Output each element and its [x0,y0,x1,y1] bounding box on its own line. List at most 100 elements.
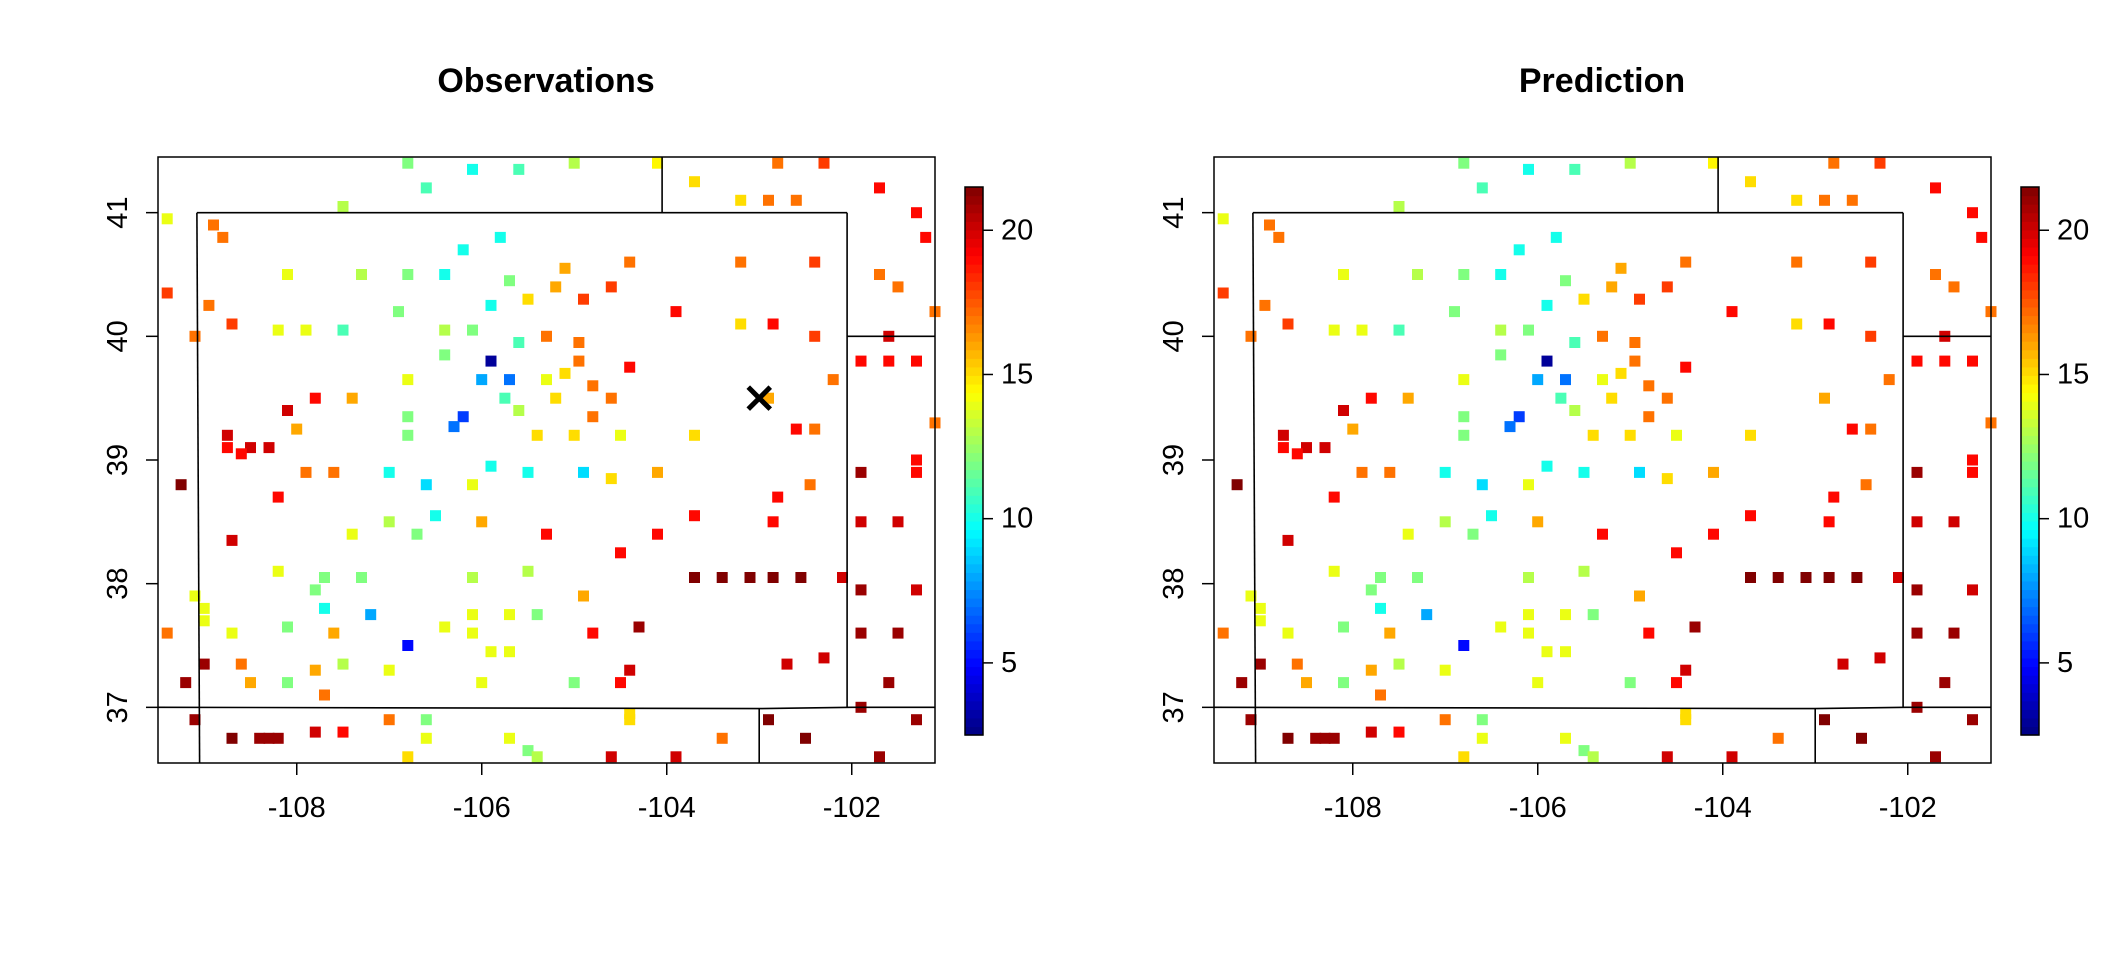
data-cell [1772,732,1784,744]
data-cell [189,330,201,342]
data-cell [1402,528,1414,540]
colorbar-swatch [965,649,983,659]
data-cell [781,658,793,670]
data-cell [735,194,747,206]
data-cell [1680,361,1692,373]
colorbar-swatch [965,632,983,642]
data-cell [457,411,469,423]
data-cell [1930,751,1941,763]
data-cell [1328,324,1340,336]
colorbar-swatch [2021,563,2039,573]
y-tick-label: 38 [102,568,134,600]
data-cell [226,318,238,330]
data-cell [402,157,414,169]
x-tick-label: -104 [638,792,696,824]
data-cell [208,219,219,231]
colorbar-swatch [2021,623,2039,633]
data-cell [735,318,747,330]
colorbar-swatch [965,675,983,685]
observations-title: Observations [437,62,654,100]
data-cell [1458,374,1470,386]
colorbar-swatch [2021,683,2039,693]
state-border-line [196,212,201,764]
data-cell [1597,374,1608,386]
y-tick-label: 37 [102,691,134,723]
data-cell [1860,479,1872,491]
colorbar-swatch [2021,478,2039,488]
colorbar-swatch [965,580,983,591]
data-cell [522,565,534,577]
data-cell [1282,318,1294,330]
data-cell [485,646,497,658]
colorbar-swatch [965,606,983,616]
data-cell [245,442,256,454]
colorbar-swatch [965,469,983,479]
data-cell [161,287,173,299]
data-cell [744,572,756,583]
data-cell [809,330,821,342]
data-cell [1560,374,1571,386]
data-cell [804,479,816,491]
data-cell [1393,324,1405,336]
data-cell [1365,392,1377,404]
data-cell [1495,269,1507,280]
data-cell [1624,429,1636,441]
data-cell [550,281,562,293]
data-cell [1624,157,1636,169]
data-cell [1375,689,1386,701]
data-cell [402,751,414,763]
data-cell [1273,231,1285,243]
data-cell [1874,157,1886,169]
data-cell [1384,466,1396,478]
colorbar-swatch [2021,580,2039,591]
data-cell [420,182,432,194]
data-cell [1513,411,1525,423]
x-tick-label: -106 [453,792,511,824]
data-cell [1338,405,1349,416]
colorbar-swatch [965,281,983,291]
colorbar-swatch [2021,435,2039,445]
colorbar-swatch [2021,615,2039,625]
colorbar-swatch [965,212,983,222]
data-cell [1541,355,1553,367]
colorbar-swatch [965,375,983,385]
data-cell [1458,411,1470,423]
data-cell [550,392,562,404]
data-cell [1671,677,1682,689]
data-cell [402,374,414,386]
data-cell [809,256,821,268]
colorbar-swatch [2021,538,2039,548]
data-cell [531,429,543,441]
data-cell [513,163,525,175]
colorbar-swatch [965,572,983,582]
colorbar-swatch [2021,546,2039,556]
location-marker-cross [746,385,773,411]
data-cell [420,479,432,491]
data-cell [1277,442,1289,454]
data-cell [328,627,340,639]
data-cell [420,714,432,726]
data-cell [1967,466,1978,478]
data-cell [300,466,312,478]
data-cell [1800,572,1812,583]
data-cell [245,677,256,689]
data-cell [1578,745,1590,757]
data-cell [587,411,599,423]
data-cell [1476,732,1488,744]
x-tick-label: -104 [1694,792,1752,824]
data-cell [1726,306,1738,318]
colorbar-swatch [965,657,983,668]
data-cell [855,466,867,478]
data-cell [430,510,441,522]
data-cell [393,306,404,318]
colorbar-swatch [965,709,983,719]
data-cell [818,652,830,664]
data-cell [522,293,534,305]
data-cell [420,732,432,744]
colorbar-tick-label: 15 [1001,358,1033,390]
colorbar-swatch [2021,495,2039,505]
data-cell [189,590,201,602]
colorbar-swatch [965,392,983,402]
data-cell [1328,732,1340,744]
data-cell [1823,572,1835,583]
